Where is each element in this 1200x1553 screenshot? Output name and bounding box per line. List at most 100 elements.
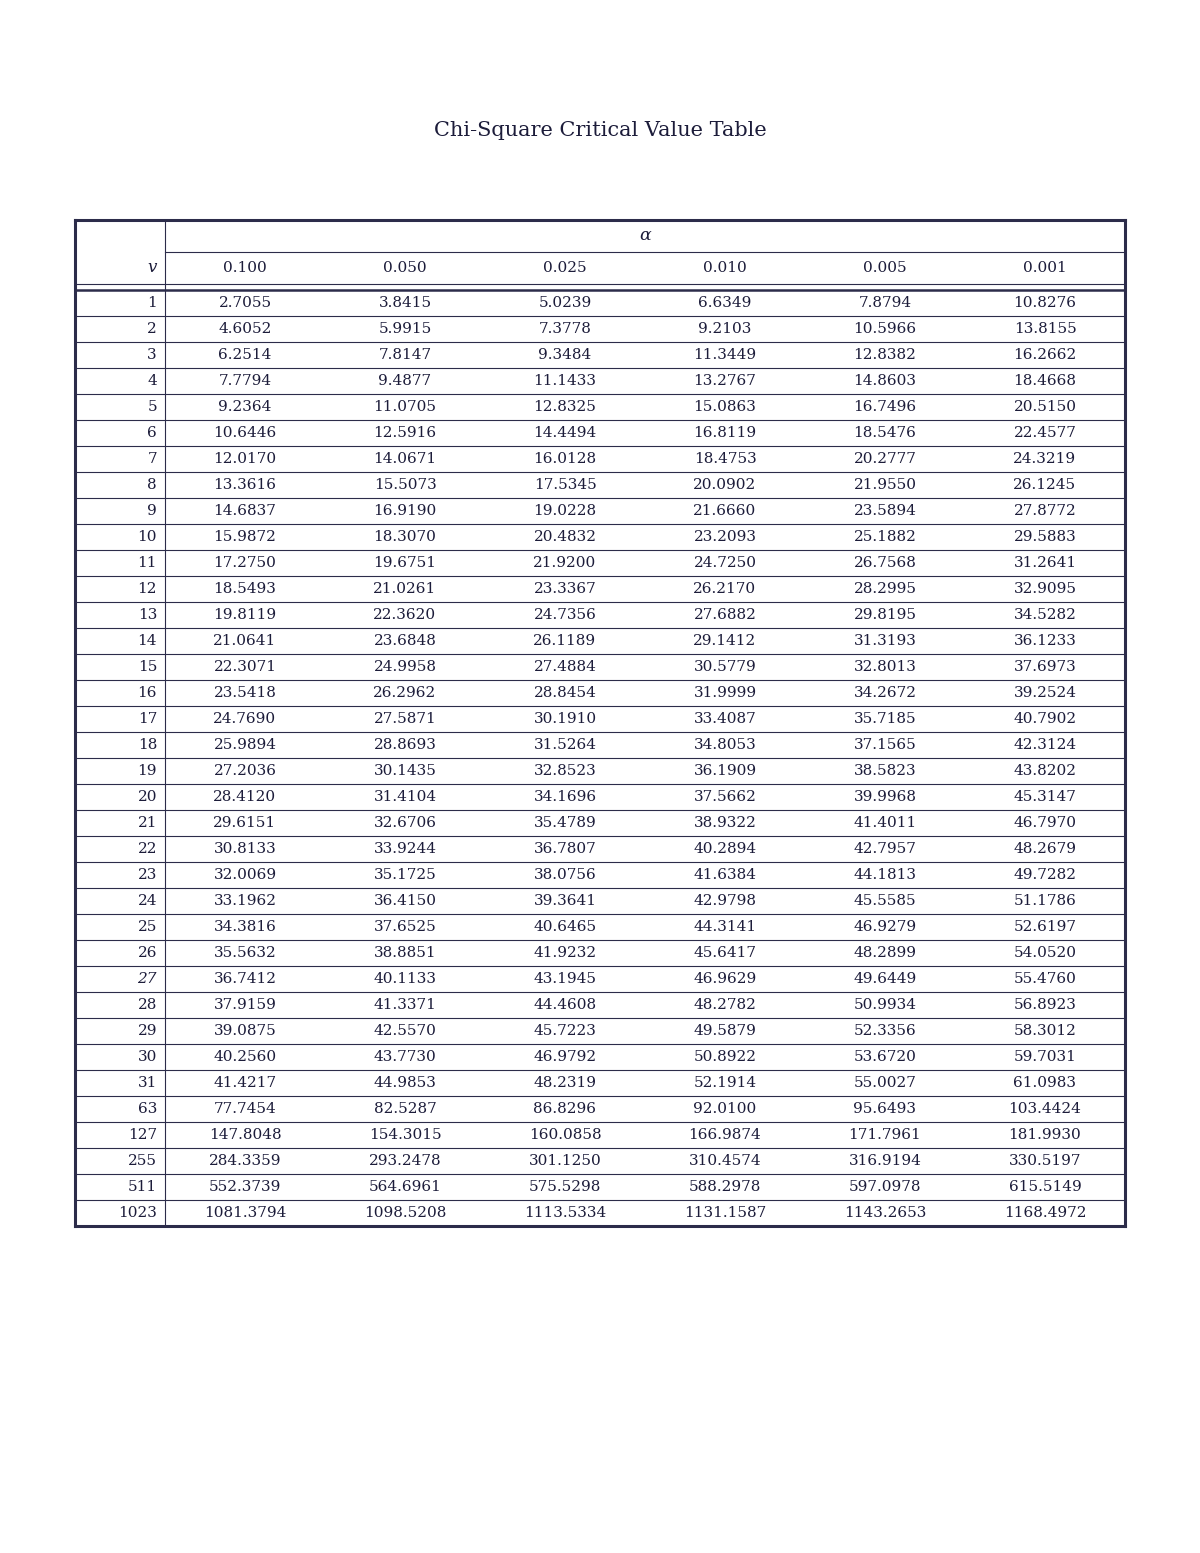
Text: 23.3367: 23.3367 bbox=[534, 582, 596, 596]
Text: Chi-Square Critical Value Table: Chi-Square Critical Value Table bbox=[433, 121, 767, 140]
Text: 12.8325: 12.8325 bbox=[534, 401, 596, 415]
Text: 18.4668: 18.4668 bbox=[1014, 374, 1076, 388]
Text: 38.5823: 38.5823 bbox=[853, 764, 917, 778]
Text: 9: 9 bbox=[148, 505, 157, 519]
Text: 21.6660: 21.6660 bbox=[694, 505, 757, 519]
Text: 14.8603: 14.8603 bbox=[853, 374, 917, 388]
Text: 615.5149: 615.5149 bbox=[1009, 1180, 1081, 1194]
Text: 7: 7 bbox=[148, 452, 157, 466]
Text: 52.6197: 52.6197 bbox=[1014, 919, 1076, 933]
Text: 9.2103: 9.2103 bbox=[698, 321, 751, 335]
Text: 166.9874: 166.9874 bbox=[689, 1127, 761, 1141]
Text: 29.1412: 29.1412 bbox=[694, 634, 757, 648]
Text: 20: 20 bbox=[138, 790, 157, 804]
Text: 38.0756: 38.0756 bbox=[534, 868, 596, 882]
Text: 22.3620: 22.3620 bbox=[373, 609, 437, 623]
Text: 27.4884: 27.4884 bbox=[534, 660, 596, 674]
Text: 16.2662: 16.2662 bbox=[1013, 348, 1076, 362]
Text: 15: 15 bbox=[138, 660, 157, 674]
Text: 171.7961: 171.7961 bbox=[848, 1127, 922, 1141]
Text: 7.7794: 7.7794 bbox=[218, 374, 271, 388]
Text: 0.100: 0.100 bbox=[223, 261, 266, 275]
Text: 77.7454: 77.7454 bbox=[214, 1103, 276, 1117]
Text: 5.0239: 5.0239 bbox=[539, 297, 592, 311]
Text: 82.5287: 82.5287 bbox=[373, 1103, 437, 1117]
Text: 37.6973: 37.6973 bbox=[1014, 660, 1076, 674]
Text: 22: 22 bbox=[138, 842, 157, 856]
Text: 95.6493: 95.6493 bbox=[853, 1103, 917, 1117]
Text: 12.8382: 12.8382 bbox=[853, 348, 917, 362]
Text: 24.7250: 24.7250 bbox=[694, 556, 756, 570]
Text: 1: 1 bbox=[148, 297, 157, 311]
Text: 52.3356: 52.3356 bbox=[853, 1023, 917, 1037]
Text: 44.4608: 44.4608 bbox=[534, 999, 596, 1013]
Text: 21.0641: 21.0641 bbox=[214, 634, 277, 648]
Text: 16.0128: 16.0128 bbox=[534, 452, 596, 466]
Text: 23: 23 bbox=[138, 868, 157, 882]
Text: 16.9190: 16.9190 bbox=[373, 505, 437, 519]
Text: 26.2170: 26.2170 bbox=[694, 582, 756, 596]
Text: 34.8053: 34.8053 bbox=[694, 738, 756, 752]
Text: 49.5879: 49.5879 bbox=[694, 1023, 756, 1037]
Text: 38.9322: 38.9322 bbox=[694, 815, 756, 829]
Text: 29.5883: 29.5883 bbox=[1014, 530, 1076, 544]
Text: 18.4753: 18.4753 bbox=[694, 452, 756, 466]
Text: 330.5197: 330.5197 bbox=[1009, 1154, 1081, 1168]
Text: 41.4217: 41.4217 bbox=[214, 1076, 276, 1090]
Text: 1143.2653: 1143.2653 bbox=[844, 1207, 926, 1221]
Text: 10.5966: 10.5966 bbox=[853, 321, 917, 335]
Text: 40.7902: 40.7902 bbox=[1014, 711, 1076, 725]
Text: 27.6882: 27.6882 bbox=[694, 609, 756, 623]
Text: 26.2962: 26.2962 bbox=[373, 686, 437, 700]
Text: α: α bbox=[640, 227, 650, 244]
Text: 1113.5334: 1113.5334 bbox=[524, 1207, 606, 1221]
Text: 1023: 1023 bbox=[118, 1207, 157, 1221]
Text: 55.4760: 55.4760 bbox=[1014, 972, 1076, 986]
Text: 45.7223: 45.7223 bbox=[534, 1023, 596, 1037]
Text: 41.6384: 41.6384 bbox=[694, 868, 756, 882]
Text: 181.9930: 181.9930 bbox=[1009, 1127, 1081, 1141]
Text: 14: 14 bbox=[138, 634, 157, 648]
Text: 28.8454: 28.8454 bbox=[534, 686, 596, 700]
Text: 13.8155: 13.8155 bbox=[1014, 321, 1076, 335]
Text: 34.2672: 34.2672 bbox=[853, 686, 917, 700]
Text: 13.3616: 13.3616 bbox=[214, 478, 276, 492]
Text: 11: 11 bbox=[138, 556, 157, 570]
Text: 31.2641: 31.2641 bbox=[1014, 556, 1076, 570]
Text: 26.1189: 26.1189 bbox=[534, 634, 596, 648]
Text: 27.5871: 27.5871 bbox=[373, 711, 437, 725]
Text: 15.9872: 15.9872 bbox=[214, 530, 276, 544]
Text: 48.2899: 48.2899 bbox=[853, 946, 917, 960]
Text: 255: 255 bbox=[128, 1154, 157, 1168]
Text: 160.0858: 160.0858 bbox=[529, 1127, 601, 1141]
Text: 49.6449: 49.6449 bbox=[853, 972, 917, 986]
Text: 0.005: 0.005 bbox=[863, 261, 907, 275]
Text: 35.7185: 35.7185 bbox=[853, 711, 917, 725]
Text: 8: 8 bbox=[148, 478, 157, 492]
Text: 310.4574: 310.4574 bbox=[689, 1154, 761, 1168]
Text: 20.4832: 20.4832 bbox=[534, 530, 596, 544]
Text: v: v bbox=[148, 259, 157, 276]
Text: 28: 28 bbox=[138, 999, 157, 1013]
Text: 42.9798: 42.9798 bbox=[694, 895, 756, 909]
Text: 92.0100: 92.0100 bbox=[694, 1103, 757, 1117]
Text: 25: 25 bbox=[138, 919, 157, 933]
Text: 19: 19 bbox=[138, 764, 157, 778]
Text: 127: 127 bbox=[128, 1127, 157, 1141]
Text: 37.5662: 37.5662 bbox=[694, 790, 756, 804]
Text: 24: 24 bbox=[138, 895, 157, 909]
Text: 18.5476: 18.5476 bbox=[853, 426, 917, 439]
Text: 0.001: 0.001 bbox=[1024, 261, 1067, 275]
Text: 35.1725: 35.1725 bbox=[373, 868, 437, 882]
Text: 40.6465: 40.6465 bbox=[534, 919, 596, 933]
Text: 32.9095: 32.9095 bbox=[1014, 582, 1076, 596]
Text: 23.5418: 23.5418 bbox=[214, 686, 276, 700]
Text: 36.1233: 36.1233 bbox=[1014, 634, 1076, 648]
Text: 2: 2 bbox=[148, 321, 157, 335]
Text: 63: 63 bbox=[138, 1103, 157, 1117]
Text: 16.7496: 16.7496 bbox=[853, 401, 917, 415]
Text: 13.2767: 13.2767 bbox=[694, 374, 756, 388]
Text: 31.5264: 31.5264 bbox=[534, 738, 596, 752]
Text: 35.4789: 35.4789 bbox=[534, 815, 596, 829]
Text: 49.7282: 49.7282 bbox=[1014, 868, 1076, 882]
